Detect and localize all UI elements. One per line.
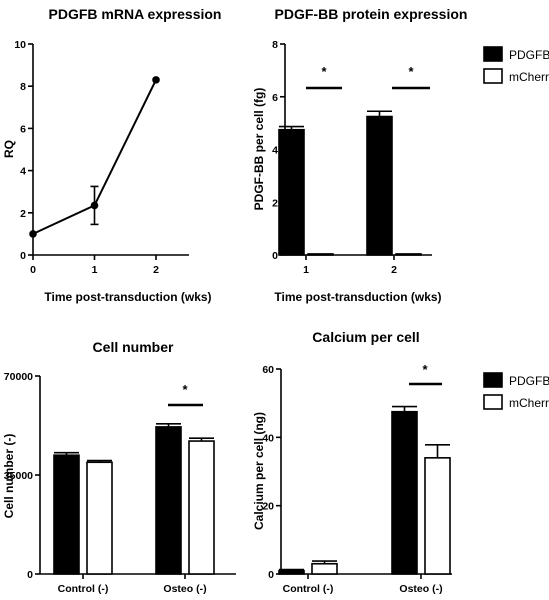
y-tick-label: 2 xyxy=(20,208,26,220)
y-tick-label: 6 xyxy=(20,123,26,135)
y-tick-label: 0 xyxy=(27,569,33,581)
y-axis-label: Calcium per cell (ng) xyxy=(252,412,266,530)
bar-pdgfb xyxy=(366,115,393,256)
x-tick-label: Osteo (-) xyxy=(399,583,442,595)
y-tick-label: 0 xyxy=(20,250,26,262)
data-point xyxy=(29,230,37,238)
y-tick-label: 0 xyxy=(272,250,278,262)
chart-title: PDGF-BB protein expression xyxy=(275,6,468,22)
data-point xyxy=(90,201,99,210)
chart-title: PDGFB mRNA expression xyxy=(49,6,222,22)
x-tick-label: 2 xyxy=(153,264,159,276)
legend-swatch-pdgfb xyxy=(483,372,503,388)
y-axis-label: RQ xyxy=(2,140,16,158)
panel-mrna-expression: PDGFB mRNA expression Time post-transduc… xyxy=(2,6,221,304)
y-tick-label: 8 xyxy=(20,81,26,93)
y-tick-label: 4 xyxy=(20,166,26,178)
legend-label-mcherry: mCherry xyxy=(509,396,549,410)
significance-marker: * xyxy=(422,362,428,377)
y-tick-label: 70000 xyxy=(4,371,33,383)
bar-mcherry xyxy=(307,253,334,256)
x-tick-label: Osteo (-) xyxy=(163,583,206,595)
x-axis-label: Time post-transduction (wks) xyxy=(44,290,211,304)
y-tick-label: 6 xyxy=(272,92,278,104)
legend-swatch-pdgfb xyxy=(483,46,503,62)
panel-calcium-per-cell: Calcium per cell Calcium per cell (ng) 0… xyxy=(252,329,549,595)
bar-pdgfb xyxy=(391,410,418,575)
x-tick-label: Control (-) xyxy=(58,583,109,595)
y-axis-label: PDGF-BB per cell (fg) xyxy=(252,88,266,211)
legend-swatch-mcherry xyxy=(483,68,503,84)
y-tick-label: 60 xyxy=(262,364,274,376)
bar-pdgfb xyxy=(278,128,305,256)
y-tick-label: 35000 xyxy=(4,470,33,482)
significance-marker: * xyxy=(321,64,327,79)
panel-cell-number: Cell number Cell number (-) 0 35000 70000 C… xyxy=(2,339,236,595)
x-tick-label: 1 xyxy=(303,264,309,276)
legend-swatch-mcherry xyxy=(483,394,503,410)
x-tick-label: 1 xyxy=(92,264,98,276)
y-axis-label: Cell number (-) xyxy=(2,434,16,519)
y-tick-label: 0 xyxy=(268,569,274,581)
legend-label-pdgfb: PDGFB xyxy=(509,374,549,388)
bar-mcherry xyxy=(395,253,422,256)
bar-mcherry xyxy=(188,440,215,575)
y-tick-label: 20 xyxy=(262,501,274,513)
x-tick-label: 2 xyxy=(391,264,397,276)
bar-mcherry xyxy=(86,461,113,575)
bar-mcherry xyxy=(311,562,338,575)
chart-title: Calcium per cell xyxy=(312,329,419,345)
significance-marker: * xyxy=(408,64,414,79)
y-tick-label: 2 xyxy=(272,197,278,209)
legend-label-mcherry: mCherry xyxy=(509,70,549,84)
data-point xyxy=(152,76,160,84)
y-tick-label: 10 xyxy=(14,39,26,51)
y-tick-label: 8 xyxy=(272,39,278,51)
bar-mcherry xyxy=(424,457,451,575)
y-tick-label: 4 xyxy=(272,145,278,157)
panel-protein-expression: PDGF-BB protein expression Time post-tra… xyxy=(252,6,549,304)
bar-pdgfb xyxy=(155,426,182,575)
legend-label-pdgfb: PDGFB xyxy=(509,48,549,62)
x-axis-label: Time post-transduction (wks) xyxy=(274,290,441,304)
chart-title: Cell number xyxy=(93,339,174,355)
bar-pdgfb xyxy=(278,569,305,575)
bar-pdgfb xyxy=(53,454,80,575)
x-tick-label: Control (-) xyxy=(283,583,334,595)
y-tick-label: 40 xyxy=(262,432,274,444)
significance-marker: * xyxy=(182,382,188,397)
x-tick-label: 0 xyxy=(30,264,36,276)
